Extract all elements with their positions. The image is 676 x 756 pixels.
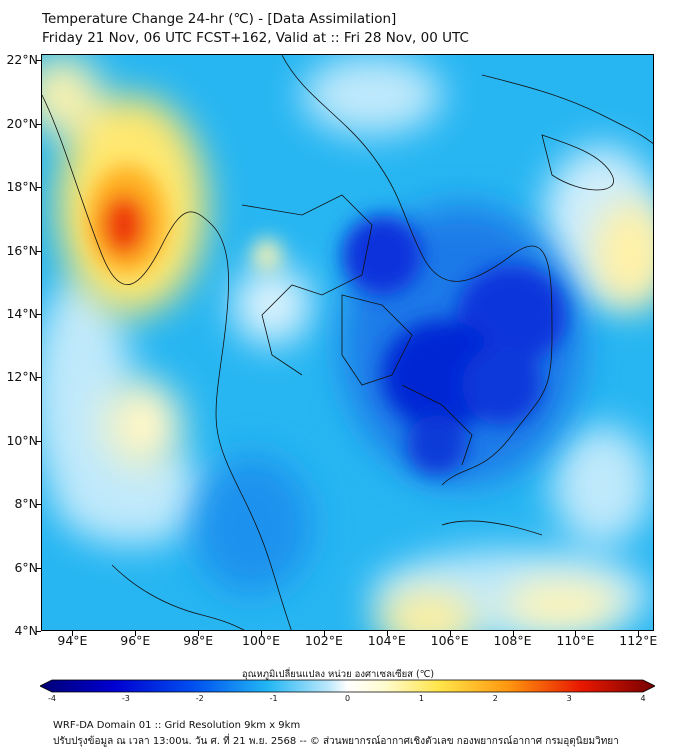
colorbar-tick-label: 2 — [492, 694, 498, 703]
lon-label: 108°E — [493, 633, 532, 648]
lon-tick — [261, 631, 263, 636]
lon-label: 102°E — [304, 633, 343, 648]
lon-label: 106°E — [430, 633, 469, 648]
colorbar-tick-label: 4 — [640, 694, 646, 703]
lat-tick — [36, 440, 41, 442]
lon-tick — [135, 631, 137, 636]
lon-tick — [72, 631, 74, 636]
lon-tick — [512, 631, 514, 636]
lon-label: 98°E — [183, 633, 214, 648]
model-info: WRF-DA Domain 01 :: Grid Resolution 9km … — [53, 720, 301, 731]
lat-tick — [36, 313, 41, 315]
colorbar-tick-label: 3 — [566, 694, 572, 703]
lon-tick — [198, 631, 200, 636]
map-subtitle: Friday 21 Nov, 06 UTC FCST+162, Valid at… — [42, 30, 469, 46]
lat-tick — [36, 60, 41, 62]
lon-label: 110°E — [556, 633, 595, 648]
lat-label: 20°N — [6, 115, 38, 131]
lat-tick — [36, 567, 41, 569]
lon-tick — [638, 631, 640, 636]
lat-label: 8°N — [14, 496, 38, 512]
lat-label: 22°N — [6, 52, 38, 68]
lon-tick — [323, 631, 325, 636]
map-title: Temperature Change 24-hr (℃) - [Data Ass… — [42, 11, 397, 27]
colorbar-tick-label: 1 — [418, 694, 424, 703]
lon-tick — [449, 631, 451, 636]
lat-label: 4°N — [14, 623, 38, 638]
field-warming-core — [87, 165, 281, 275]
map-canvas — [42, 55, 653, 630]
lat-label: 16°N — [6, 242, 38, 258]
field-cooling-core — [342, 215, 567, 475]
colorbar-tick-label: -4 — [48, 694, 56, 703]
lat-tick — [36, 250, 41, 252]
lon-tick — [575, 631, 577, 636]
lat-tick — [36, 631, 41, 632]
lat-tick — [36, 377, 41, 379]
colorbar-tick-label: -3 — [121, 694, 130, 703]
lon-label: 104°E — [367, 633, 406, 648]
colorbar-tick-label: -2 — [195, 694, 204, 703]
lat-tick — [36, 123, 41, 125]
lat-label: 18°N — [6, 179, 38, 195]
update-credit: ปรับปรุงข้อมูล ณ เวลา 13:00น. วัน ศ. ที่… — [53, 736, 619, 747]
colorbar — [40, 679, 655, 693]
temperature-change-map — [41, 54, 654, 631]
lat-tick — [36, 504, 41, 506]
lat-label: 14°N — [6, 305, 38, 321]
lat-label: 6°N — [14, 559, 38, 575]
lon-tick — [386, 631, 388, 636]
lat-label: 12°N — [6, 369, 38, 385]
lon-label: 96°E — [120, 633, 151, 648]
lat-label: 10°N — [6, 432, 38, 448]
colorbar-tick-label: -1 — [269, 694, 278, 703]
lon-label: 100°E — [242, 633, 281, 648]
coastlines-and-borders — [42, 55, 653, 630]
lat-tick — [36, 187, 41, 189]
colorbar-label: อุณหภูมิเปลี่ยนแปลง หน่วย องศาเซลเซียส (… — [241, 669, 435, 680]
lon-label: 112°E — [619, 633, 658, 648]
colorbar-tick-label: 0 — [344, 694, 351, 703]
lon-label: 94°E — [57, 633, 88, 648]
